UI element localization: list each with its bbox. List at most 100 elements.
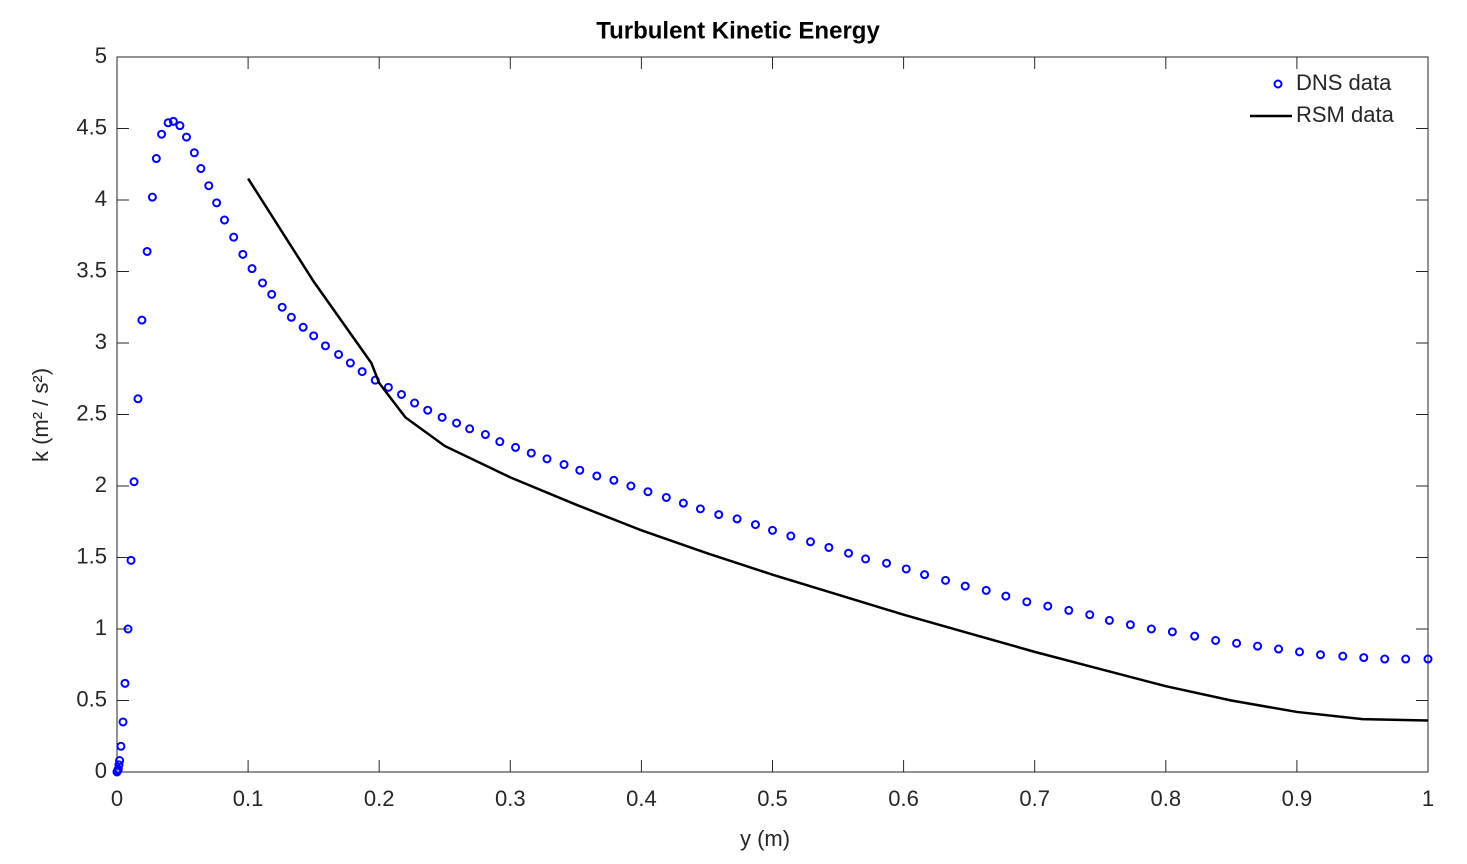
data-point xyxy=(901,564,911,574)
y-axis-label: k (m² / s²) xyxy=(28,368,53,462)
data-point xyxy=(1064,605,1074,615)
data-point xyxy=(220,215,230,225)
data-point xyxy=(345,358,355,368)
chart-title: Turbulent Kinetic Energy xyxy=(596,17,880,44)
data-point xyxy=(175,121,185,131)
data-point xyxy=(1423,654,1433,664)
data-point xyxy=(1315,650,1325,660)
data-point xyxy=(118,717,128,727)
data-point xyxy=(495,437,505,447)
data-point xyxy=(1359,653,1369,663)
legend-label: DNS data xyxy=(1296,70,1392,95)
y-tick-label: 4 xyxy=(95,186,107,211)
legend-label: RSM data xyxy=(1296,102,1395,127)
data-point xyxy=(129,477,139,487)
data-point xyxy=(189,148,199,158)
data-point xyxy=(238,249,248,259)
data-point xyxy=(309,331,319,341)
data-point xyxy=(750,520,760,530)
data-point xyxy=(196,164,206,174)
data-point xyxy=(1401,654,1411,664)
data-point xyxy=(298,322,308,332)
data-point xyxy=(643,487,653,497)
data-point xyxy=(286,312,296,322)
x-tick-label: 0.2 xyxy=(364,786,395,811)
data-point xyxy=(116,741,126,751)
data-point xyxy=(126,555,136,565)
data-point xyxy=(229,232,239,242)
data-point xyxy=(1167,627,1177,637)
data-point xyxy=(1274,644,1284,654)
data-point xyxy=(732,514,742,524)
data-point xyxy=(526,448,536,458)
data-point xyxy=(695,504,705,514)
y-tick-label: 2.5 xyxy=(76,400,107,425)
x-tick-label: 0.6 xyxy=(888,786,919,811)
data-point xyxy=(147,192,157,202)
data-point xyxy=(882,558,892,568)
x-tick-label: 0.8 xyxy=(1151,786,1182,811)
data-point xyxy=(920,570,930,580)
data-point xyxy=(383,382,393,392)
data-point xyxy=(1001,591,1011,601)
data-point xyxy=(1190,631,1200,641)
data-point xyxy=(115,756,125,766)
data-point xyxy=(678,498,688,508)
data-point xyxy=(824,542,834,552)
x-tick-label: 0 xyxy=(111,786,123,811)
data-point xyxy=(1022,597,1032,607)
data-point xyxy=(1253,641,1263,651)
data-point xyxy=(511,442,521,452)
x-tick-label: 1 xyxy=(1422,786,1434,811)
data-point xyxy=(181,132,191,142)
data-point xyxy=(267,289,277,299)
y-tick-label: 2 xyxy=(95,472,107,497)
data-point xyxy=(941,575,951,585)
data-point xyxy=(465,424,475,434)
data-point xyxy=(204,181,214,191)
data-point xyxy=(452,418,462,428)
data-point xyxy=(592,471,602,481)
data-point xyxy=(258,278,268,288)
y-tick-label: 1.5 xyxy=(76,543,107,568)
data-point xyxy=(437,412,447,422)
legend-marker xyxy=(1273,79,1283,89)
x-tick-label: 0.1 xyxy=(233,786,264,811)
x-tick-label: 0.3 xyxy=(495,786,526,811)
data-point xyxy=(1211,635,1221,645)
data-point xyxy=(981,585,991,595)
data-point xyxy=(661,492,671,502)
data-point xyxy=(960,581,970,591)
y-tick-label: 3.5 xyxy=(76,257,107,282)
data-point xyxy=(714,510,724,520)
data-point xyxy=(626,481,636,491)
data-point xyxy=(320,341,330,351)
data-point xyxy=(410,398,420,408)
data-point xyxy=(114,760,124,770)
data-point xyxy=(1295,647,1305,657)
data-point xyxy=(277,302,287,312)
data-point xyxy=(157,129,167,139)
data-point xyxy=(357,367,367,377)
data-point xyxy=(423,405,433,415)
y-tick-label: 3 xyxy=(95,329,107,354)
data-point xyxy=(168,116,178,126)
data-point xyxy=(1380,654,1390,664)
data-point xyxy=(861,554,871,564)
y-tick-label: 1 xyxy=(95,615,107,640)
x-tick-label: 0.4 xyxy=(626,786,657,811)
data-point xyxy=(212,198,222,208)
data-point xyxy=(575,465,585,475)
data-point xyxy=(163,118,173,128)
data-point xyxy=(806,537,816,547)
data-point xyxy=(1146,624,1156,634)
data-point xyxy=(151,154,161,164)
data-point xyxy=(542,454,552,464)
data-point xyxy=(480,430,490,440)
x-tick-label: 0.5 xyxy=(757,786,788,811)
data-point xyxy=(1085,610,1095,620)
data-point xyxy=(844,548,854,558)
data-point xyxy=(113,764,123,774)
data-point xyxy=(120,678,130,688)
